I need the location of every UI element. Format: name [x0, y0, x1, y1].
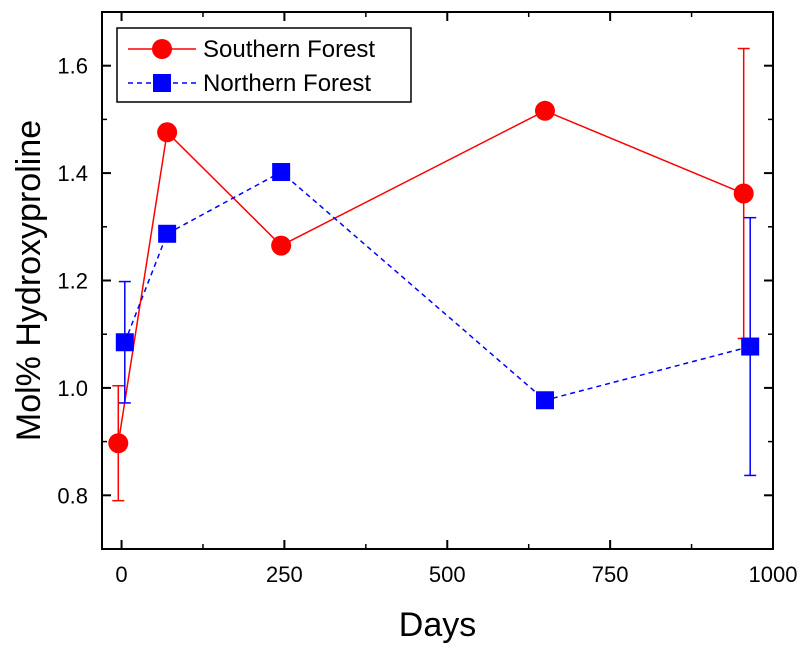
- x-tick-label: 750: [592, 562, 629, 587]
- data-point-square: [535, 391, 554, 410]
- series-line-0: [117, 109, 744, 444]
- error-bars: [112, 47, 757, 502]
- y-tick-label: 1.6: [57, 54, 88, 79]
- x-tick-label: 250: [266, 562, 303, 587]
- data-point-circle: [271, 235, 292, 256]
- legend-label-northern-forest: Northern Forest: [203, 70, 371, 97]
- legend-marker-northern-forest: [153, 74, 171, 92]
- x-axis-title: Days: [399, 606, 476, 644]
- legend-label-southern-forest: Southern Forest: [203, 36, 375, 63]
- legend: Southern Forest Northern Forest: [116, 27, 412, 103]
- data-point-square: [272, 163, 291, 182]
- data-point-circle: [157, 122, 178, 143]
- data-point-circle: [534, 100, 555, 121]
- tick-labels: 0 250 500 750 1000 0.8 1.0 1.2 1.4 1.6: [57, 54, 797, 587]
- data-point-square: [158, 224, 177, 243]
- data-markers: [108, 100, 760, 454]
- series-line-1: [124, 171, 751, 402]
- x-tick-label: 500: [429, 562, 466, 587]
- data-point-circle: [733, 183, 754, 204]
- legend-marker-southern-forest: [152, 39, 172, 59]
- y-axis-title: Mol% Hydroxyproline: [10, 120, 48, 441]
- plot-frame: [101, 11, 774, 550]
- y-tick-label: 1.4: [57, 161, 88, 186]
- x-tick-label: 0: [115, 562, 127, 587]
- series-lines: [117, 109, 751, 444]
- y-tick-label: 0.8: [57, 483, 88, 508]
- x-tick-label: 1000: [749, 562, 798, 587]
- y-tick-label: 1.0: [57, 376, 88, 401]
- data-point-square: [741, 337, 760, 356]
- data-point-circle: [108, 433, 129, 454]
- data-point-square: [115, 333, 134, 352]
- y-tick-label: 1.2: [57, 269, 88, 294]
